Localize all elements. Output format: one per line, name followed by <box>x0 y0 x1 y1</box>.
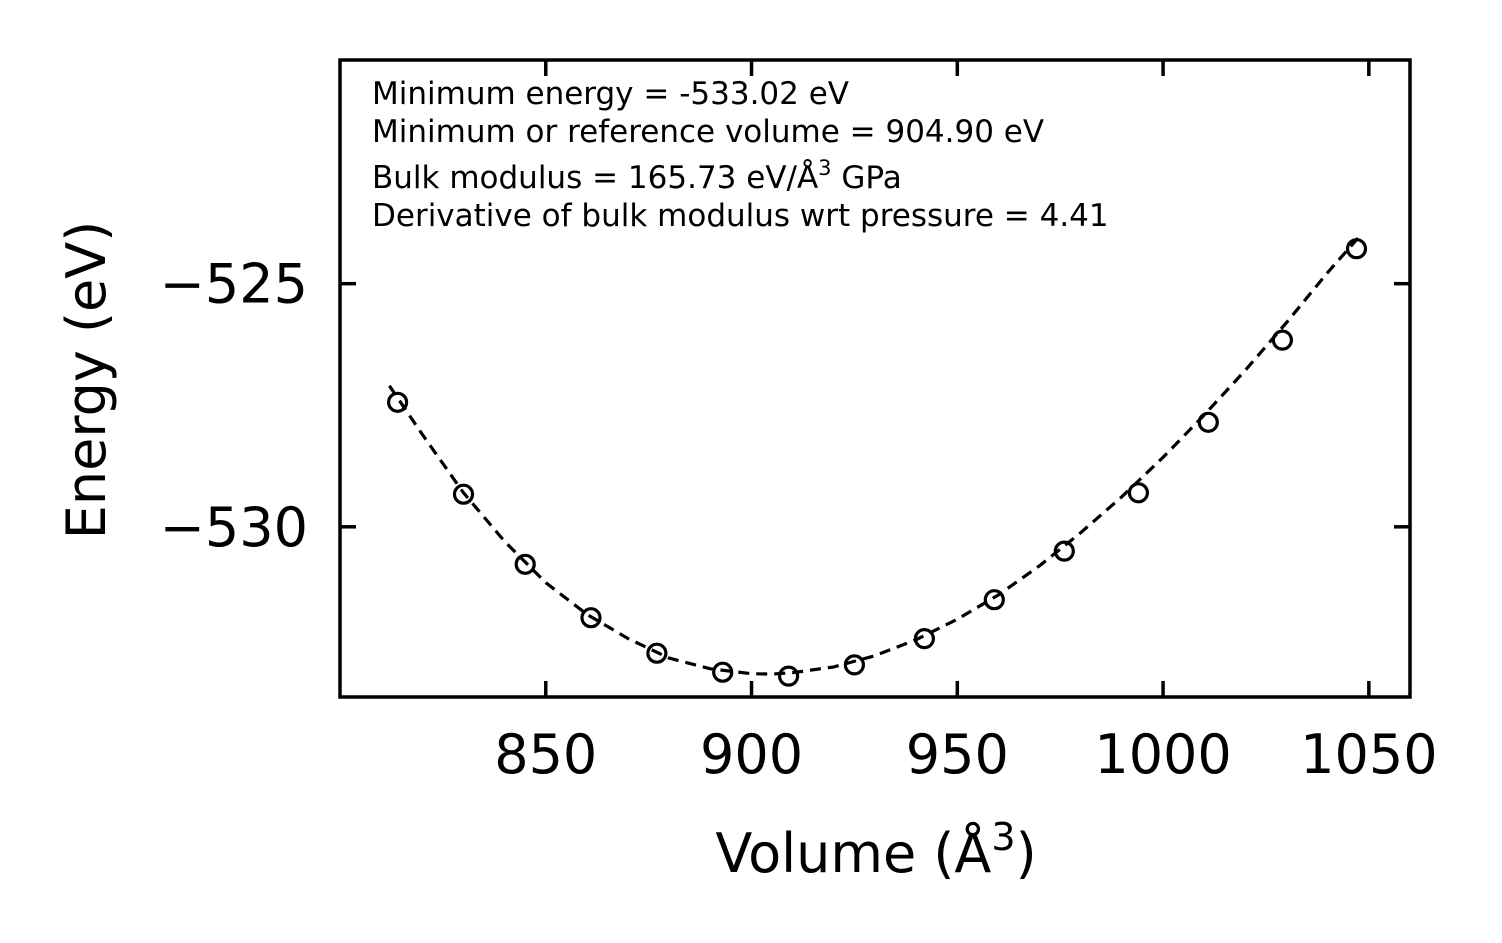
data-point <box>1127 482 1150 504</box>
x-tick-label: 850 <box>494 723 597 786</box>
fit-curve <box>388 234 1362 676</box>
data-point <box>452 483 475 505</box>
data-point <box>843 654 866 676</box>
data-point <box>387 391 409 413</box>
x-tick-label: 950 <box>906 723 1009 786</box>
data-point <box>1345 238 1368 260</box>
annotation-bulk-modulus-sup: 3 <box>818 156 831 180</box>
x-tick-label: 1050 <box>1300 723 1437 786</box>
data-point <box>646 642 668 664</box>
annotation-min-energy: Minimum energy = -533.02 eV <box>372 76 849 112</box>
x-axis-label: Volume (Å3) <box>715 815 1036 885</box>
data-point <box>1271 329 1294 351</box>
annotation-bulk-modulus-text: Bulk modulus = 165.73 eV/Å <box>372 160 818 196</box>
data-points-layer <box>387 238 1368 687</box>
data-point <box>983 589 1005 611</box>
data-point <box>913 627 936 650</box>
data-point <box>777 665 800 687</box>
plot-frame <box>338 58 1412 699</box>
ticks-layer: 850 900 950 1000 1050 −525 −530 <box>160 60 1438 786</box>
data-point <box>514 553 536 575</box>
x-axis-label-close: ) <box>1016 822 1037 885</box>
annotation-derivative: Derivative of bulk modulus wrt pressure … <box>372 198 1109 234</box>
fit-curve-layer <box>388 234 1362 676</box>
x-axis-label-text: Volume (Å <box>715 821 991 885</box>
x-axis-label-sup: 3 <box>991 815 1015 859</box>
y-tick-label: −525 <box>160 253 308 316</box>
data-point <box>712 661 734 683</box>
annotation-bulk-modulus-suffix: GPa <box>832 160 902 196</box>
y-tick-label: −530 <box>160 496 308 559</box>
data-point <box>1197 411 1219 433</box>
data-point <box>580 607 602 629</box>
annotation-bulk-modulus: Bulk modulus = 165.73 eV/Å3 GPa <box>372 156 902 196</box>
x-tick-label: 900 <box>700 723 803 786</box>
annotation-ref-volume: Minimum or reference volume = 904.90 eV <box>372 114 1044 150</box>
y-axis-label: Energy (eV) <box>55 221 118 540</box>
data-point <box>1053 540 1075 562</box>
x-tick-label: 1000 <box>1094 723 1231 786</box>
